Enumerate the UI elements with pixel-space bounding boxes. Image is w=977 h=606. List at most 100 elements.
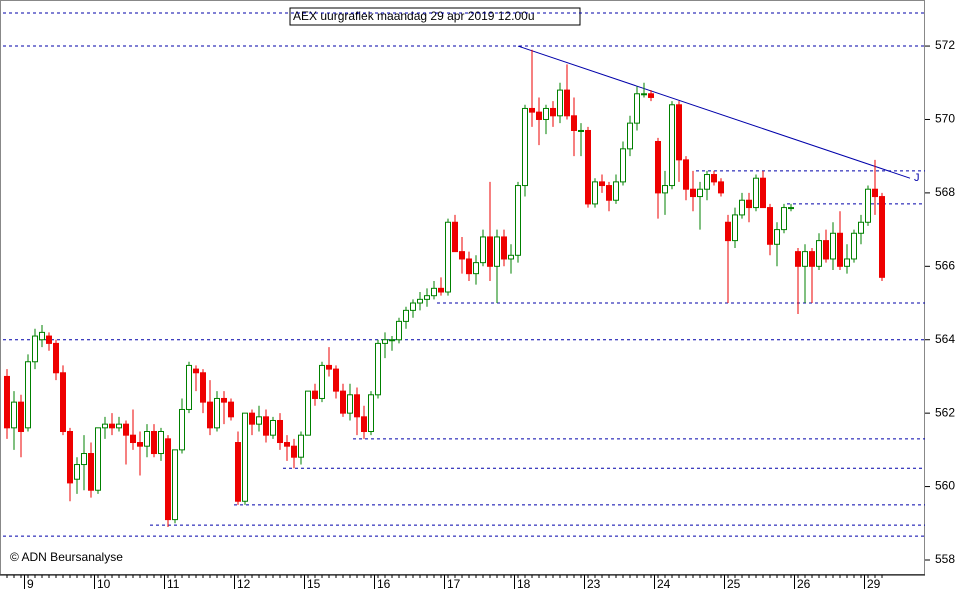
candle-body bbox=[410, 302, 416, 311]
chart-title: AEX uurgrafiek maandag 29 apr 2019 12.00… bbox=[293, 9, 535, 23]
candle-body bbox=[102, 423, 108, 429]
x-tick-label: 16 bbox=[377, 577, 391, 591]
candle-body bbox=[837, 232, 843, 267]
candle-body bbox=[445, 221, 451, 293]
candle-body bbox=[802, 251, 808, 267]
title-box bbox=[289, 7, 581, 26]
candle-body bbox=[515, 185, 521, 256]
candle-body bbox=[718, 181, 724, 194]
candle-body bbox=[550, 107, 556, 117]
candle-body bbox=[340, 390, 346, 414]
x-tick-label: 15 bbox=[307, 577, 321, 591]
candle-body bbox=[60, 372, 66, 433]
candle-body bbox=[368, 394, 374, 433]
candle-body bbox=[480, 236, 486, 264]
y-tick-label: 558 bbox=[935, 552, 955, 566]
candle-body bbox=[655, 140, 661, 194]
x-tick-label: 24 bbox=[657, 577, 671, 591]
candle-body bbox=[88, 453, 94, 491]
candle-body bbox=[823, 240, 829, 260]
candle-body bbox=[179, 408, 185, 451]
x-tick-label: 23 bbox=[587, 577, 601, 591]
candle-body bbox=[774, 229, 780, 245]
candle-body bbox=[613, 181, 619, 201]
candle-body bbox=[662, 185, 668, 194]
candle-body bbox=[158, 431, 164, 455]
candle-body bbox=[844, 258, 850, 267]
trendline bbox=[517, 45, 911, 179]
candle-body bbox=[165, 438, 171, 521]
x-tick-label: 17 bbox=[447, 577, 461, 591]
candle-body bbox=[557, 89, 563, 117]
candle-body bbox=[74, 464, 80, 480]
candle-body bbox=[438, 287, 444, 293]
candle-body bbox=[382, 339, 388, 344]
candle-body bbox=[326, 364, 332, 370]
candle-body bbox=[424, 295, 430, 300]
candle-body bbox=[403, 309, 409, 322]
candle-body bbox=[571, 115, 577, 131]
x-tick-label: 9 bbox=[27, 577, 34, 591]
candle-body bbox=[270, 419, 276, 436]
candle-body bbox=[543, 107, 549, 120]
candle-body bbox=[25, 361, 31, 429]
y-tick-label: 564 bbox=[935, 332, 955, 346]
candle-body bbox=[795, 251, 801, 267]
candle-body bbox=[676, 104, 682, 161]
candle-body bbox=[32, 335, 38, 363]
candle-body bbox=[312, 390, 318, 399]
y-tick-label: 572 bbox=[935, 38, 955, 52]
y-tick-label: 570 bbox=[935, 112, 955, 126]
candle-body bbox=[788, 207, 794, 210]
candle-body bbox=[641, 93, 647, 96]
candle-body bbox=[277, 419, 283, 444]
candle-body bbox=[263, 416, 269, 436]
candle-body bbox=[746, 199, 752, 209]
candle-body bbox=[683, 159, 689, 190]
candle-body bbox=[53, 342, 59, 374]
candle-body bbox=[347, 394, 353, 414]
candle-body bbox=[564, 89, 570, 117]
candle-body bbox=[305, 390, 311, 436]
candle-body bbox=[466, 258, 472, 275]
y-tick-label: 560 bbox=[935, 479, 955, 493]
candle-body bbox=[872, 188, 878, 198]
candle-body bbox=[11, 401, 17, 429]
candle-body bbox=[781, 207, 787, 231]
candle-body bbox=[256, 416, 262, 425]
candle-body bbox=[508, 254, 514, 260]
candle-body bbox=[319, 364, 325, 399]
candle-body bbox=[725, 221, 731, 242]
candle-body bbox=[760, 177, 766, 209]
candle-body bbox=[858, 221, 864, 234]
candle-body bbox=[648, 93, 654, 98]
x-tick-label: 12 bbox=[237, 577, 251, 591]
candle-body bbox=[851, 232, 857, 260]
candle-body bbox=[354, 394, 360, 418]
y-tick-label: 566 bbox=[935, 258, 955, 272]
footer: © ADN Beursanalyse bbox=[10, 550, 123, 564]
candle-body bbox=[634, 93, 640, 124]
candle-body bbox=[767, 207, 773, 245]
candle-body bbox=[830, 232, 836, 260]
x-tick-label: 11 bbox=[167, 577, 180, 591]
candle-body bbox=[585, 129, 591, 205]
candle-body bbox=[298, 434, 304, 458]
candle-body bbox=[522, 107, 528, 187]
candle-body bbox=[109, 423, 115, 429]
candle-body bbox=[536, 111, 542, 120]
candle-body bbox=[137, 442, 143, 447]
candle-body bbox=[452, 221, 458, 253]
candle-body bbox=[67, 431, 73, 484]
candle-body bbox=[809, 251, 815, 267]
x-tick-label: 26 bbox=[797, 577, 811, 591]
candle-body bbox=[431, 287, 437, 297]
x-tick-label: 10 bbox=[97, 577, 111, 591]
candle-body bbox=[704, 174, 710, 190]
candle-body bbox=[193, 368, 199, 374]
candle-body bbox=[599, 181, 605, 187]
candle-body bbox=[417, 298, 423, 304]
candle-body bbox=[627, 122, 633, 150]
candle-body bbox=[242, 412, 248, 502]
